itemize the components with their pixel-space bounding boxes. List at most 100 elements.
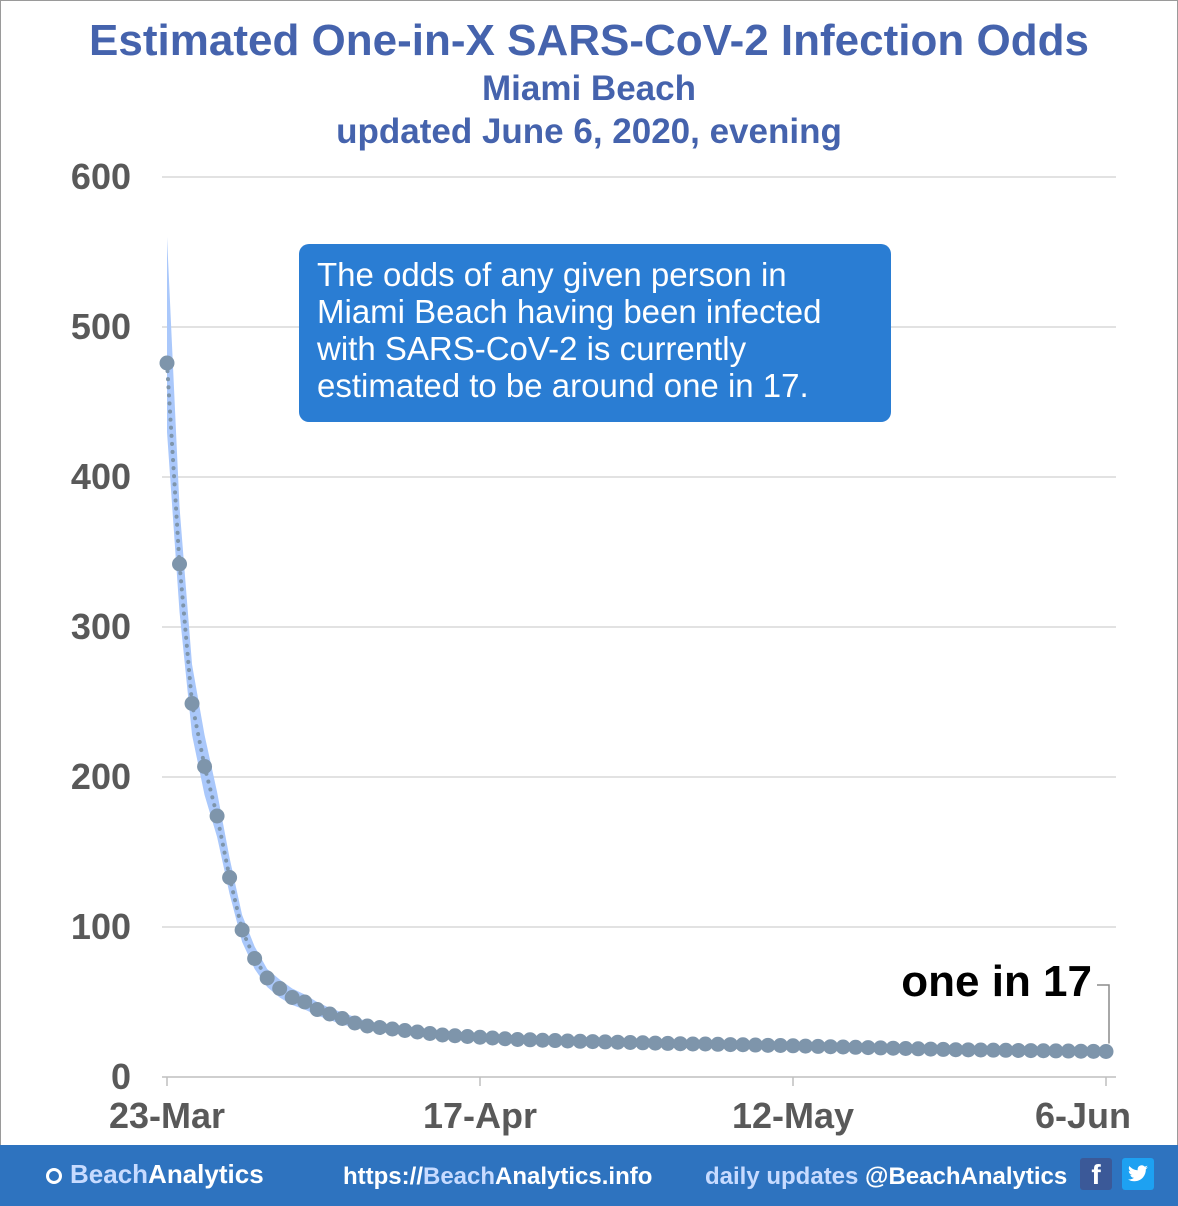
data-point: [209, 808, 225, 824]
data-point: [397, 1023, 413, 1038]
data-point: [197, 759, 213, 774]
data-point: [798, 1038, 814, 1054]
data-point: [434, 1027, 450, 1043]
data-point: [697, 1036, 713, 1052]
data-point: [560, 1033, 576, 1049]
gear-icon: [46, 1168, 62, 1184]
data-point: [985, 1042, 1001, 1058]
chart-title: Estimated One-in-X SARS-CoV-2 Infection …: [89, 16, 1089, 65]
data-point: [485, 1030, 501, 1046]
data-point: [948, 1042, 964, 1058]
data-point: [610, 1034, 626, 1050]
website-link[interactable]: https://BeachAnalytics.info: [343, 1163, 652, 1191]
data-point: [710, 1036, 726, 1052]
data-point: [409, 1024, 425, 1040]
data-point: [735, 1037, 751, 1053]
data-point: [384, 1021, 400, 1037]
y-tick-label: 100: [71, 906, 131, 947]
data-point: [1098, 1044, 1114, 1059]
y-tick-label: 300: [71, 606, 131, 647]
data-point: [885, 1040, 901, 1056]
data-point: [372, 1020, 388, 1035]
data-point: [747, 1037, 763, 1053]
data-point: [159, 355, 175, 371]
data-point: [572, 1033, 588, 1049]
data-point: [272, 981, 288, 996]
brand-logo[interactable]: BeachAnalytics: [46, 1159, 264, 1190]
y-tick-label: 500: [71, 306, 131, 347]
footer-bar: BeachAnalytics https://BeachAnalytics.in…: [0, 1145, 1178, 1206]
data-point: [1085, 1043, 1101, 1059]
data-point: [935, 1041, 951, 1057]
y-tick-label: 0: [111, 1056, 131, 1097]
data-point: [973, 1042, 989, 1058]
data-point: [898, 1041, 914, 1056]
data-point: [309, 1002, 325, 1017]
data-point: [459, 1029, 475, 1044]
data-point: [234, 922, 250, 938]
data-point: [722, 1037, 738, 1053]
url-part-a: https://: [343, 1163, 423, 1190]
data-point: [447, 1028, 463, 1044]
chart-updated: updated June 6, 2020, evening: [336, 112, 842, 151]
data-point: [359, 1018, 375, 1034]
data-point: [1073, 1043, 1089, 1059]
data-point: [247, 951, 263, 966]
data-point: [522, 1032, 538, 1048]
data-point: [1048, 1043, 1064, 1059]
facebook-icon[interactable]: f: [1080, 1158, 1112, 1190]
y-tick-label: 400: [71, 456, 131, 497]
daily-updates-link[interactable]: daily updates @BeachAnalytics: [705, 1163, 1067, 1191]
data-point: [347, 1015, 363, 1031]
data-point: [334, 1011, 350, 1026]
odds-note: The odds of any given person in Miami Be…: [299, 244, 891, 422]
x-tick-label: 17-Apr: [423, 1095, 537, 1136]
brand-part-b: Analytics: [148, 1159, 264, 1189]
data-point: [910, 1041, 926, 1057]
data-point: [1010, 1042, 1026, 1058]
x-tick-label: 23-Mar: [109, 1095, 225, 1136]
y-tick-label: 200: [71, 756, 131, 797]
data-point: [848, 1039, 864, 1055]
data-point: [422, 1026, 438, 1041]
data-point: [1035, 1043, 1051, 1059]
data-point: [960, 1042, 976, 1058]
data-point: [1023, 1043, 1039, 1059]
data-point: [547, 1033, 563, 1049]
data-point: [184, 696, 200, 711]
annotation-label: one in 17: [901, 957, 1092, 1006]
data-point: [222, 870, 238, 885]
data-point: [760, 1037, 776, 1053]
data-point: [497, 1031, 513, 1047]
data-point: [1060, 1043, 1076, 1059]
daily-part-b: @BeachAnalytics: [865, 1163, 1068, 1190]
data-point: [284, 990, 300, 1005]
url-part-b: Beach: [422, 1163, 496, 1190]
data-point: [510, 1032, 526, 1047]
chart-titles: Estimated One-in-X SARS-CoV-2 Infection …: [0, 14, 1178, 154]
data-point: [172, 556, 188, 572]
data-point: [635, 1035, 651, 1051]
y-tick-label: 600: [71, 156, 131, 197]
data-point: [259, 970, 275, 986]
data-point: [835, 1039, 851, 1055]
data-point: [647, 1035, 663, 1051]
data-point: [860, 1040, 876, 1056]
data-point: [823, 1039, 839, 1055]
twitter-icon[interactable]: [1122, 1158, 1154, 1190]
brand-part-a: Beach: [70, 1159, 149, 1189]
annotation-leader: [1097, 984, 1110, 1044]
data-point: [297, 994, 313, 1010]
data-point: [622, 1035, 638, 1050]
data-point: [685, 1036, 701, 1052]
x-tick-label: 6-Jun: [1035, 1095, 1131, 1136]
chart-subtitle: Miami Beach: [482, 69, 696, 108]
data-point: [672, 1036, 688, 1052]
chart-plot: 0 100 200 300 400 500 600 23-Mar 17-Apr 12-May 6-J…: [71, 156, 1131, 1136]
data-point: [772, 1038, 788, 1053]
series-line: [165, 361, 1108, 1054]
data-point: [785, 1038, 801, 1054]
data-point: [535, 1032, 551, 1048]
uncertainty-band: [167, 237, 1106, 1055]
data-point: [585, 1034, 601, 1050]
